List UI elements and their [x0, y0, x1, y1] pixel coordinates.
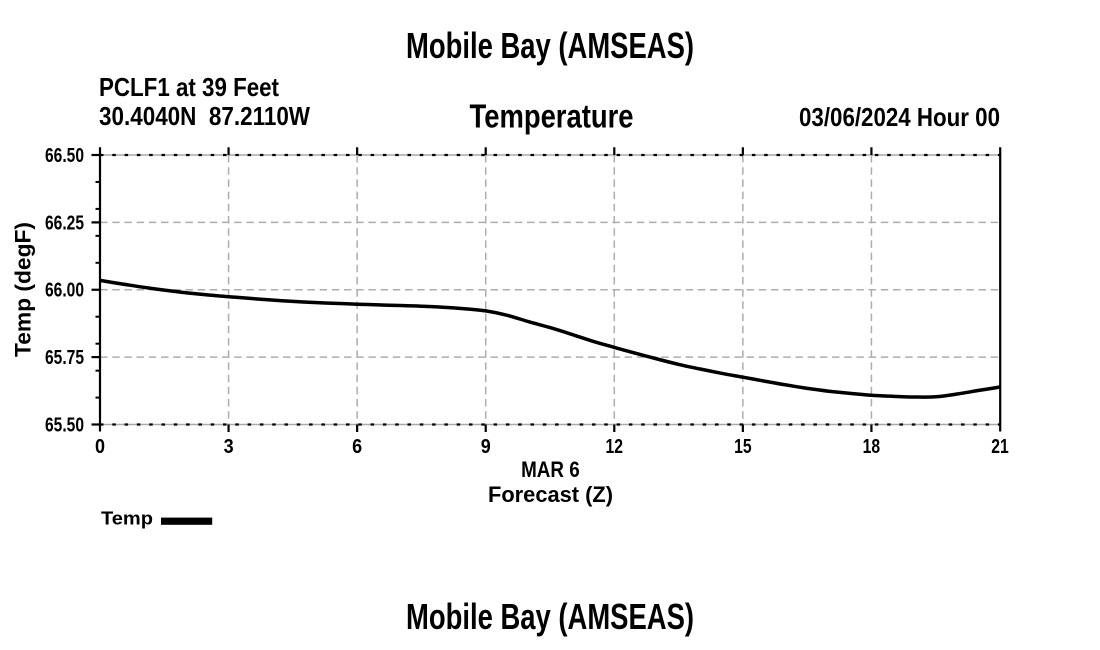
svg-text:30.4040N 87.2110W: 30.4040N 87.2110W — [99, 101, 310, 131]
svg-text:18: 18 — [863, 435, 881, 458]
svg-text:Temperature: Temperature — [470, 98, 634, 135]
svg-text:MAR 6: MAR 6 — [521, 457, 580, 482]
svg-text:66.50: 66.50 — [45, 145, 84, 167]
svg-text:Temp: Temp — [101, 508, 153, 529]
svg-text:9: 9 — [481, 435, 491, 458]
svg-text:0: 0 — [95, 435, 105, 458]
svg-text:Mobile Bay (AMSEAS): Mobile Bay (AMSEAS) — [406, 596, 694, 637]
svg-text:66.00: 66.00 — [45, 280, 84, 302]
svg-text:21: 21 — [991, 435, 1009, 458]
svg-text:15: 15 — [734, 435, 752, 458]
svg-text:03/06/2024 Hour 00: 03/06/2024 Hour 00 — [799, 102, 1000, 132]
svg-text:Temp (degF): Temp (degF) — [11, 222, 36, 357]
svg-text:PCLF1 at 39 Feet: PCLF1 at 39 Feet — [99, 72, 279, 102]
svg-text:65.75: 65.75 — [45, 347, 84, 369]
svg-text:Forecast (Z): Forecast (Z) — [488, 482, 613, 507]
svg-text:Mobile Bay (AMSEAS): Mobile Bay (AMSEAS) — [406, 25, 694, 66]
svg-text:66.25: 66.25 — [45, 212, 84, 234]
svg-text:3: 3 — [224, 435, 234, 458]
svg-text:12: 12 — [606, 435, 624, 458]
svg-text:6: 6 — [352, 435, 362, 458]
svg-text:65.50: 65.50 — [45, 414, 84, 436]
